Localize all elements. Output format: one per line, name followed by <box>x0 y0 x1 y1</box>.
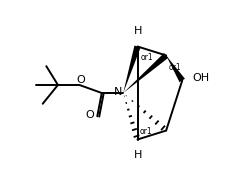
Text: O: O <box>76 75 85 85</box>
Text: N: N <box>114 87 122 97</box>
Text: H: H <box>134 26 142 36</box>
Polygon shape <box>166 55 185 82</box>
Polygon shape <box>123 53 168 93</box>
Text: or1: or1 <box>140 126 152 136</box>
Text: or1: or1 <box>141 53 153 62</box>
Text: H: H <box>134 150 142 160</box>
Text: or1: or1 <box>168 63 181 72</box>
Text: OH: OH <box>192 73 209 83</box>
Text: O: O <box>86 110 94 120</box>
Polygon shape <box>123 46 140 93</box>
